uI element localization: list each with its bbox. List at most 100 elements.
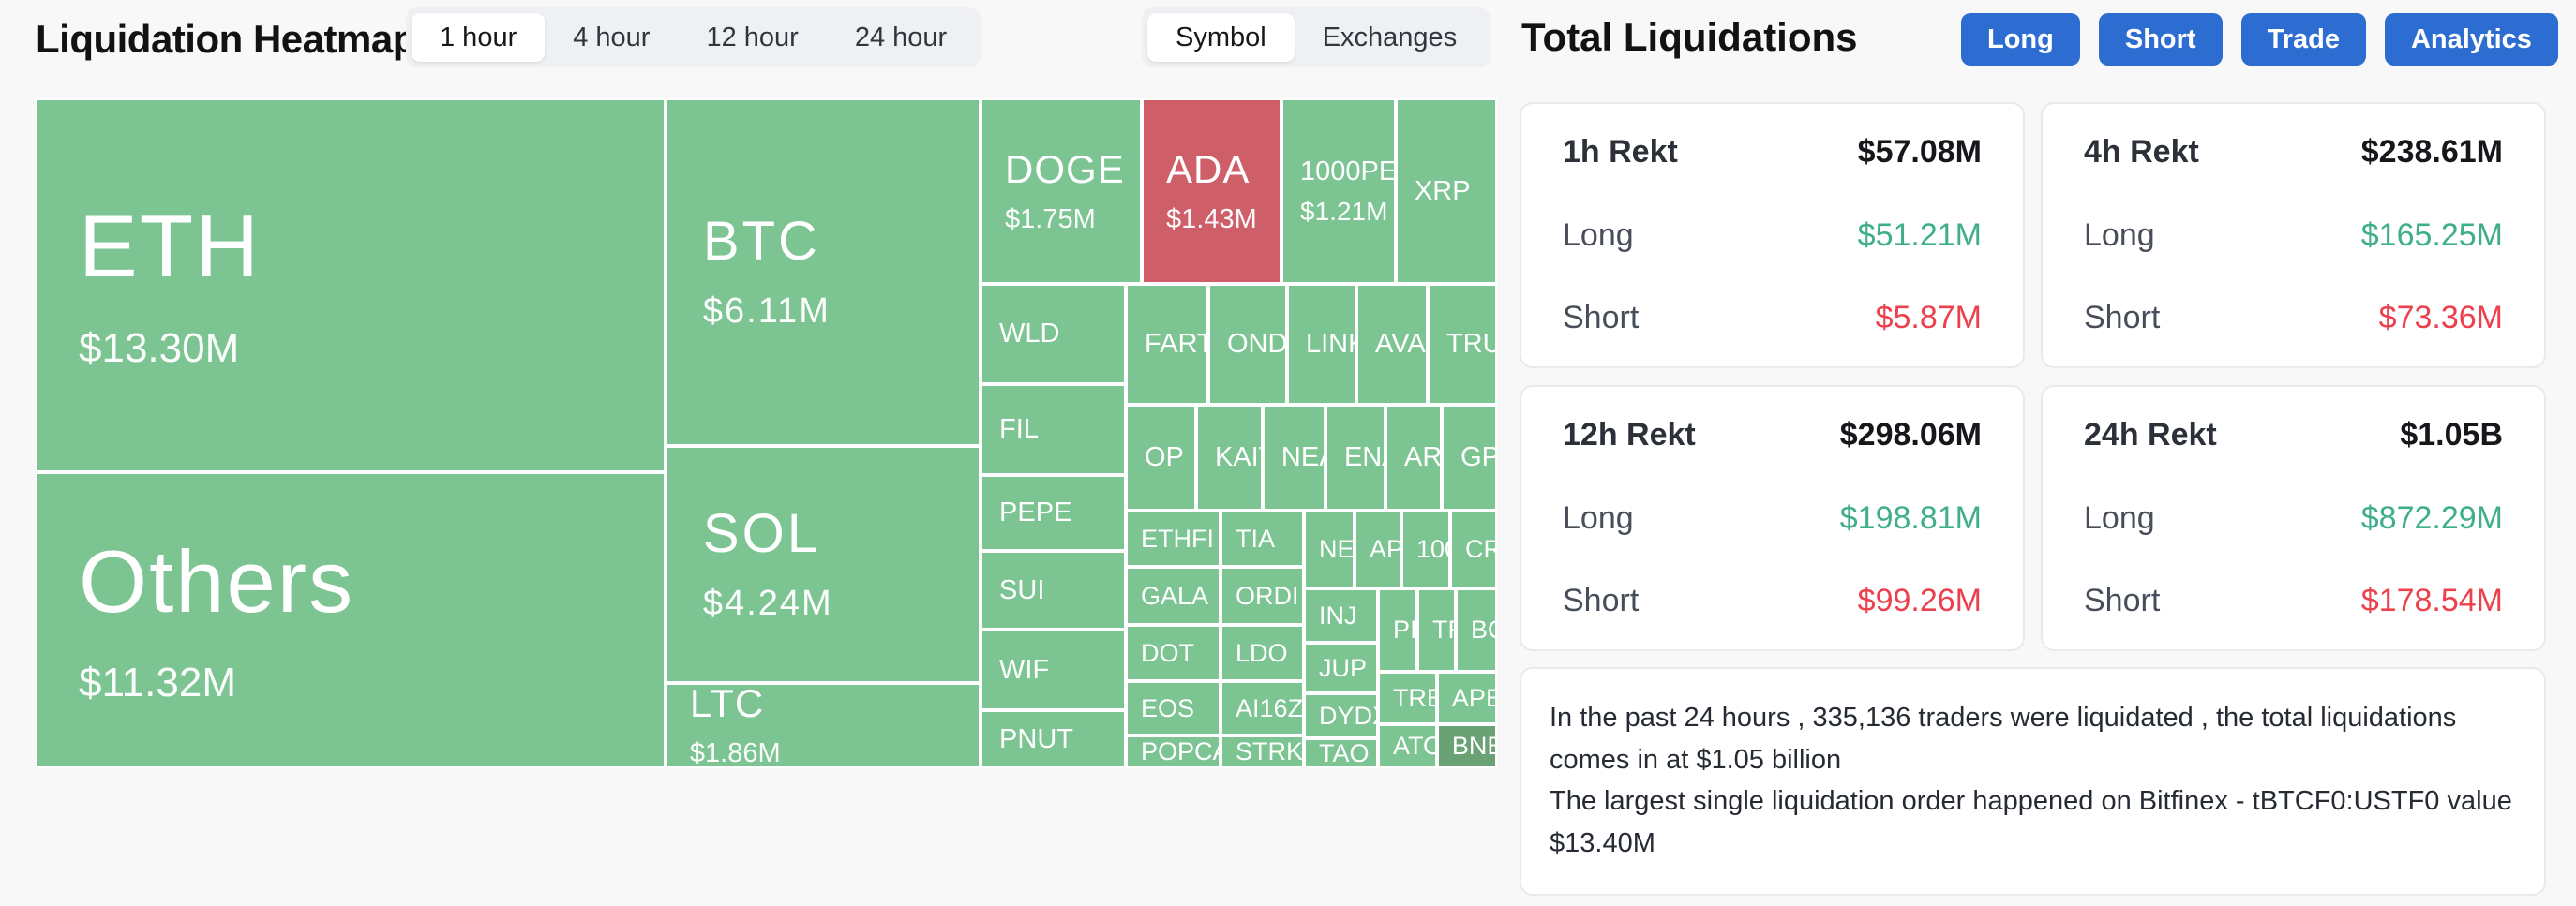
- treemap-tile-ena[interactable]: ENA: [1325, 404, 1386, 511]
- treemap-tile-dot[interactable]: DOT: [1126, 624, 1221, 682]
- short-label: Short: [1563, 300, 1640, 335]
- long-button[interactable]: Long: [1961, 13, 2080, 66]
- treemap-tile-jup[interactable]: JUP: [1304, 643, 1378, 693]
- card-short-row: Short $178.54M: [2084, 583, 2503, 619]
- treemap-tile-gps[interactable]: GPS: [1442, 404, 1497, 511]
- tile-symbol: DYDX: [1319, 701, 1376, 730]
- treemap-tile-pi[interactable]: PI: [1377, 588, 1418, 672]
- treemap-tile-link[interactable]: LINK: [1286, 283, 1357, 405]
- treemap-tile-wif[interactable]: WIF: [981, 629, 1126, 710]
- summary-line-2: The largest single liquidation order hap…: [1550, 786, 2512, 858]
- treemap-tile-fil[interactable]: FIL: [981, 384, 1126, 475]
- time-tab-12-hour[interactable]: 12 hour: [706, 22, 799, 52]
- treemap-tile-trb[interactable]: TRB: [1377, 671, 1437, 724]
- treemap-tile-popcat[interactable]: POPCAT: [1126, 735, 1221, 768]
- treemap-tile-ape[interactable]: APE: [1436, 671, 1497, 724]
- analytics-button[interactable]: Analytics: [2384, 13, 2558, 66]
- rekt-card-1h: 1h Rekt $57.08M Long $51.21M Short $5.87…: [1520, 102, 2025, 368]
- tile-symbol: WLD: [999, 319, 1060, 349]
- short-value: $5.87M: [1875, 300, 1982, 335]
- tile-symbol: Others: [79, 531, 355, 631]
- tile-value: $1.86M: [689, 738, 781, 768]
- treemap-tile-bo[interactable]: BO: [1456, 588, 1497, 672]
- treemap-tile-cr[interactable]: CR: [1449, 511, 1497, 588]
- tile-symbol: LTC: [689, 682, 765, 726]
- treemap-tile-kaito[interactable]: KAITO: [1196, 404, 1263, 511]
- tile-value: $13.30M: [79, 324, 240, 371]
- treemap-tile-op[interactable]: OP: [1126, 404, 1196, 511]
- time-tab-24-hour[interactable]: 24 hour: [854, 22, 948, 52]
- card-header-row: 12h Rekt $298.06M: [1563, 417, 1982, 453]
- card-title: 24h Rekt: [2084, 417, 2217, 453]
- treemap-tile-xrp[interactable]: XRP: [1395, 98, 1497, 284]
- card-long-row: Long $198.81M: [1563, 500, 1982, 537]
- card-title: 4h Rekt: [2084, 134, 2199, 170]
- tile-symbol: PEPE: [999, 498, 1072, 528]
- treemap-tile-ordi[interactable]: ORDI: [1221, 566, 1305, 625]
- tile-symbol: EOS: [1141, 693, 1195, 722]
- tile-symbol: OP: [1145, 442, 1184, 473]
- tile-symbol: INJ: [1319, 601, 1357, 630]
- treemap-tile-ltc[interactable]: LTC $1.86M: [665, 682, 981, 768]
- treemap-tile-trump[interactable]: TRUMP: [1427, 283, 1497, 405]
- treemap-tile-others[interactable]: Others $11.32M: [36, 471, 666, 768]
- treemap-tile-tao[interactable]: TAO: [1304, 737, 1378, 768]
- treemap-tile-eos[interactable]: EOS: [1126, 681, 1221, 735]
- short-label: Short: [1563, 583, 1640, 618]
- treemap-tile-1000pepe[interactable]: 1000PEPE $1.21M: [1281, 98, 1396, 284]
- short-button[interactable]: Short: [2098, 13, 2223, 66]
- tile-symbol: ETH: [79, 197, 261, 296]
- short-value: $73.36M: [2378, 300, 2503, 335]
- tile-symbol: AI16Z: [1236, 693, 1304, 722]
- card-long-row: Long $165.25M: [2084, 217, 2503, 254]
- treemap-tile-near[interactable]: NEAR: [1262, 404, 1325, 511]
- card-title: 1h Rekt: [1563, 134, 1678, 170]
- tile-symbol: TRUMP: [1445, 329, 1495, 360]
- treemap-tile-doge[interactable]: DOGE $1.75M: [981, 98, 1142, 284]
- time-tab-4-hour[interactable]: 4 hour: [573, 22, 651, 52]
- tile-symbol: NE: [1319, 535, 1355, 564]
- tile-symbol: XRP: [1414, 175, 1471, 206]
- tile-symbol: SOL: [702, 503, 820, 565]
- card-short-row: Short $73.36M: [2084, 300, 2503, 336]
- treemap-tile-ondo[interactable]: ONDO: [1207, 283, 1287, 405]
- rekt-card-4h: 4h Rekt $238.61M Long $165.25M Short $73…: [2041, 102, 2546, 368]
- treemap-tile-btc[interactable]: BTC $6.11M: [665, 98, 981, 446]
- treemap-tile-sui[interactable]: SUI: [981, 550, 1126, 630]
- treemap-tile-pepe[interactable]: PEPE: [981, 474, 1126, 551]
- treemap-tile-tia[interactable]: TIA: [1221, 511, 1305, 567]
- treemap-tile-ne[interactable]: NE: [1304, 511, 1355, 588]
- tile-symbol: DOGE: [1005, 146, 1125, 191]
- treemap-tile-1000[interactable]: 1000: [1401, 511, 1450, 588]
- view-tab-exchanges[interactable]: Exchanges: [1322, 22, 1458, 52]
- tile-symbol: 1000: [1416, 535, 1448, 564]
- treemap-tile-wld[interactable]: WLD: [981, 283, 1126, 384]
- page-title: Liquidation Heatmap: [36, 17, 416, 61]
- trade-button[interactable]: Trade: [2240, 13, 2366, 66]
- treemap-tile-strk[interactable]: STRK: [1221, 735, 1305, 768]
- tile-value: $6.11M: [702, 291, 831, 331]
- treemap-tile-atom[interactable]: ATOM: [1377, 724, 1437, 768]
- time-tab-1-hour[interactable]: 1 hour: [412, 13, 546, 62]
- treemap-tile-tr[interactable]: TR: [1417, 588, 1457, 672]
- treemap-tile-eth[interactable]: ETH $13.30M: [36, 98, 666, 472]
- treemap-tile-sol[interactable]: SOL $4.24M: [665, 446, 981, 683]
- treemap-tile-ldo[interactable]: LDO: [1221, 624, 1305, 682]
- treemap-tile-ada[interactable]: ADA $1.43M: [1142, 98, 1282, 284]
- long-label: Long: [1563, 499, 1634, 536]
- treemap-tile-avax[interactable]: AVAX: [1356, 283, 1428, 405]
- treemap-tile-bnb[interactable]: BNB: [1436, 724, 1497, 768]
- treemap-tile-gala[interactable]: GALA: [1126, 566, 1221, 625]
- treemap-tile-inj[interactable]: INJ: [1304, 588, 1378, 643]
- card-total-value: $1.05B: [2400, 417, 2503, 453]
- treemap-tile-pnut[interactable]: PNUT: [981, 710, 1126, 768]
- treemap-tile-fartcoin[interactable]: FARTCOIN: [1126, 283, 1208, 405]
- treemap-tile-ai16z[interactable]: AI16Z: [1221, 681, 1305, 735]
- treemap-tile-ap[interactable]: AP: [1354, 511, 1402, 588]
- treemap-tile-dydx[interactable]: DYDX: [1304, 692, 1378, 738]
- view-tab-symbol[interactable]: Symbol: [1147, 13, 1295, 62]
- tile-symbol: APE: [1451, 683, 1495, 712]
- view-mode-tabs: Symbol Exchanges: [1142, 7, 1491, 67]
- treemap-tile-ethfi[interactable]: ETHFI: [1126, 511, 1221, 567]
- treemap-tile-arb[interactable]: ARB: [1385, 404, 1443, 511]
